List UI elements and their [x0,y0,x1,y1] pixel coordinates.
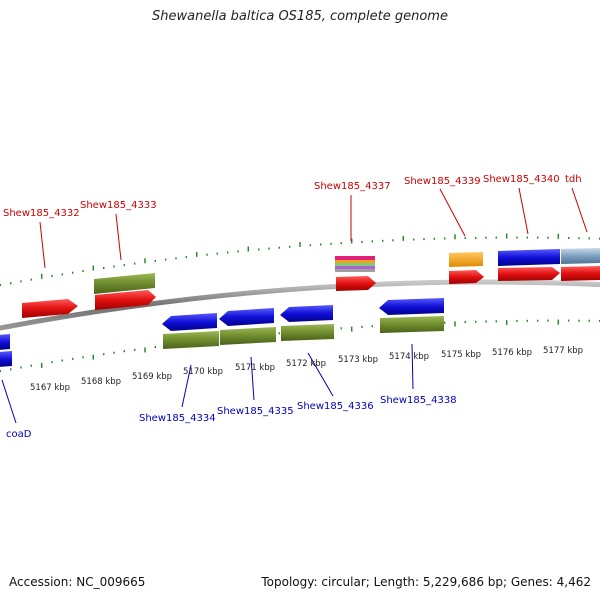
reverse-gene-label: Shew185_4334 [139,413,216,424]
kbp-label: 5173 kbp [338,355,378,365]
gene-arrow [561,266,600,281]
gene-arrow [335,260,375,263]
forward-gene-leader [115,213,122,261]
gene-arrow [219,308,274,326]
kbp-label: 5177 kbp [543,346,583,356]
kbp-label: 5168 kbp [81,377,121,387]
gene-arrow [449,252,483,267]
forward-gene-label: tdh [565,174,582,185]
forward-gene-leader [518,187,529,235]
kbp-label: 5169 kbp [132,372,172,382]
gene-arrow [94,273,155,294]
forward-gene-label: Shew185_4332 [3,208,80,219]
kbp-label: 5167 kbp [30,383,70,393]
reverse-gene-leader [250,356,255,401]
gene-arrow [561,248,600,264]
kbp-label: 5175 kbp [441,350,481,360]
reverse-gene-label: coaD [6,429,32,440]
accession-text: Accession: NC_009665 [9,575,146,589]
gene-arrow [335,263,375,266]
genome-summary-text: Topology: circular; Length: 5,229,686 bp… [261,575,591,589]
map-title: Shewanella baltica OS185, complete genom… [152,9,448,24]
gene-arrow [498,267,560,281]
gene-arrow [280,305,333,322]
reverse-gene-leader [1,379,17,424]
gene-arrow [335,266,375,269]
forward-gene-label: Shew185_4333 [80,200,157,211]
gene-arrow [163,331,219,349]
forward-gene-label: Shew185_4337 [314,181,391,192]
gene-arrow [22,299,78,318]
reverse-gene-label: Shew185_4338 [380,395,457,406]
kbp-label: 5174 kbp [389,352,429,362]
forward-gene-leader [39,221,46,269]
kbp-label: 5176 kbp [492,348,532,358]
reverse-gene-leader [181,364,192,408]
gene-arrow [95,290,156,310]
gene-arrow [162,313,217,331]
forward-gene-label: Shew185_4340 [483,174,560,185]
forward-gene-leader [439,188,466,237]
forward-gene-label: Shew185_4339 [404,176,481,187]
gene-arrow [220,327,276,345]
gene-arrow [336,276,376,291]
reverse-gene-leader [307,352,334,397]
kbp-label: 5171 kbp [235,363,275,373]
reverse-gene-label: Shew185_4336 [297,401,374,412]
gene-arrow [335,256,375,260]
genome-backbone [0,279,600,331]
forward-gene-leader [571,187,588,233]
gene-arrow [335,269,375,272]
gene-arrow [0,334,10,350]
gene-arrow [498,249,560,266]
gene-arrow [379,298,444,315]
gene-arrow [380,316,444,333]
kbp-label: 5170 kbp [183,367,223,377]
gene-arrow [0,351,12,367]
gene-arrow [449,270,484,284]
reverse-gene-leader [411,343,414,390]
kbp-label: 5172 kbp [286,359,326,369]
reverse-gene-label: Shew185_4335 [217,406,294,417]
gene-arrow [281,324,334,341]
